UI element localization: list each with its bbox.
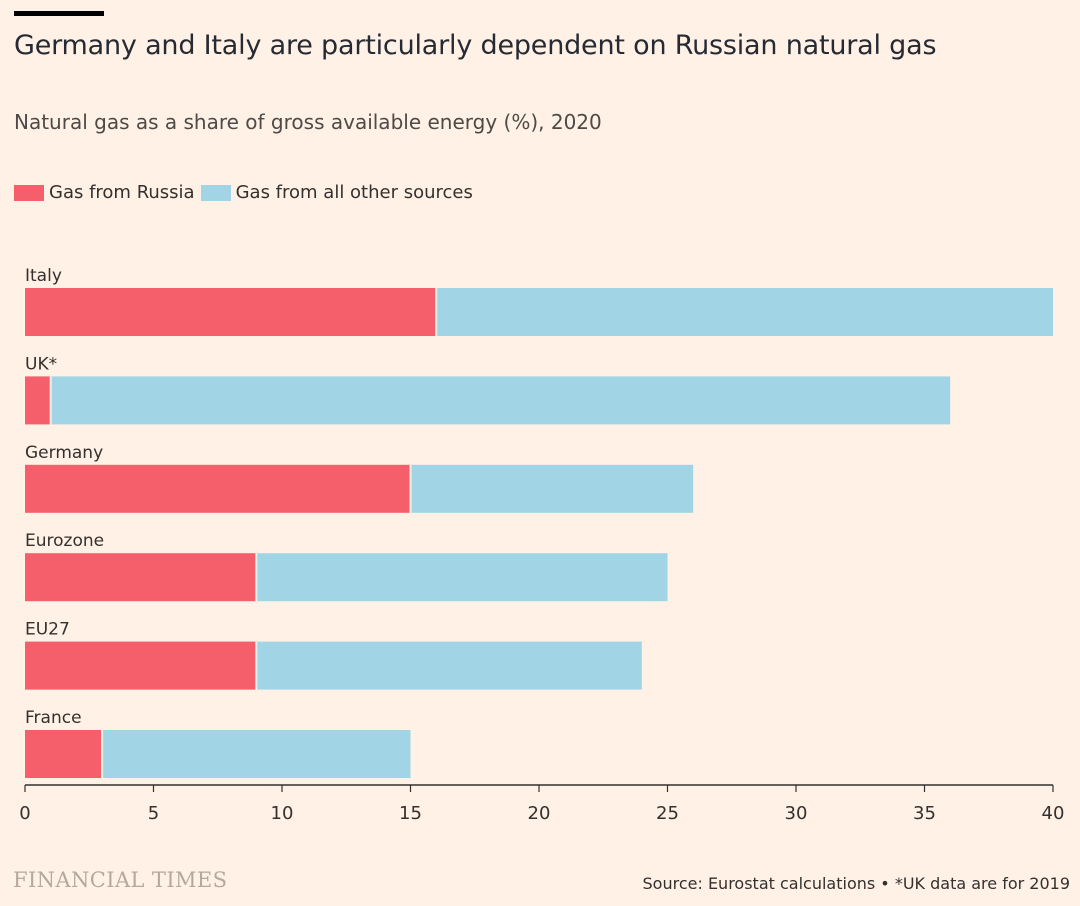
bar-france-other <box>102 730 411 778</box>
bar-germany-other <box>410 464 694 513</box>
x-tick-label-35: 35 <box>913 803 936 824</box>
legend-item-other: Gas from all other sources <box>200 182 473 203</box>
bar-eurozone-other <box>256 553 668 602</box>
chart-title: Germany and Italy are particularly depen… <box>14 30 937 61</box>
chart-legend: Gas from Russia Gas from all other sourc… <box>14 182 479 203</box>
x-tick-label-5: 5 <box>148 803 159 824</box>
x-tick-label-25: 25 <box>656 803 679 824</box>
bar-germany-russia <box>25 464 411 513</box>
category-label-germany: Germany <box>25 443 103 463</box>
bar-chart: Italy UK* Germany Eurozone EU27 France 0 5 10 15 2… <box>19 266 1065 824</box>
bar-italy-russia <box>25 288 437 336</box>
chart-subtitle: Natural gas as a share of gross availabl… <box>14 110 602 134</box>
x-tick-label-30: 30 <box>785 803 808 824</box>
ft-top-rule <box>14 11 104 16</box>
x-tick-label-0: 0 <box>19 803 30 824</box>
x-tick-label-10: 10 <box>271 803 294 824</box>
category-label-france: France <box>25 708 82 728</box>
legend-swatch-russia <box>14 184 44 201</box>
legend-item-russia: Gas from Russia <box>14 182 195 203</box>
x-tick-label-20: 20 <box>528 803 551 824</box>
legend-label-russia: Gas from Russia <box>49 182 195 203</box>
x-tick-label-40: 40 <box>1042 803 1065 824</box>
bar-eurozone-russia <box>25 553 257 602</box>
ft-logo: FINANCIAL TIMES <box>13 868 228 892</box>
legend-swatch-other <box>200 184 231 201</box>
x-tick-label-15: 15 <box>399 803 422 824</box>
category-label-italy: Italy <box>25 266 62 286</box>
bar-italy-other <box>436 288 1053 336</box>
bar-uk-russia <box>25 376 51 425</box>
bar-eu27-russia <box>25 641 257 690</box>
category-label-uk: UK* <box>25 354 57 374</box>
legend-label-other: Gas from all other sources <box>235 182 473 203</box>
bar-france-russia <box>25 730 103 778</box>
category-label-eu27: EU27 <box>25 620 70 640</box>
bar-uk-other <box>50 376 951 425</box>
category-label-eurozone: Eurozone <box>25 531 104 551</box>
bar-eu27-other <box>256 641 642 690</box>
source-note: Source: Eurostat calculations • *UK data… <box>642 874 1070 893</box>
